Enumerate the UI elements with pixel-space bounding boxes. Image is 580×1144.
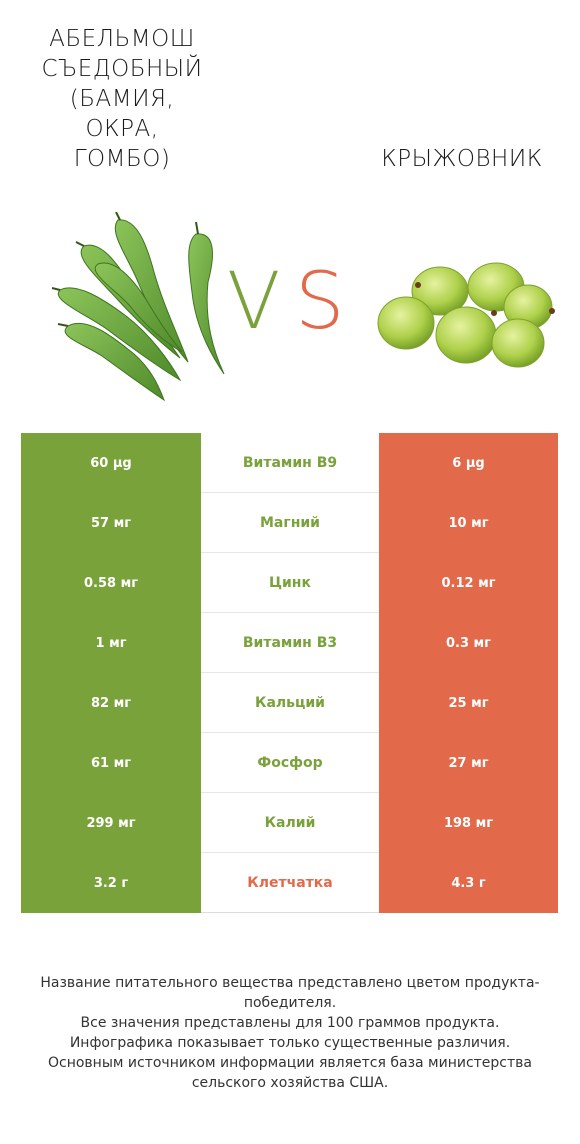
table-row: 0.58 мг Цинк 0.12 мг xyxy=(21,553,558,613)
nutrient-label: Кальций xyxy=(255,695,325,711)
left-value-cell: 0.58 мг xyxy=(21,553,201,613)
left-value-cell: 60 µg xyxy=(21,433,201,493)
nutrient-label: Клетчатка xyxy=(247,875,333,891)
right-product-title: КРЫЖОВНИК xyxy=(381,146,543,172)
comparison-table: 60 µg Витамин B9 6 µg 57 мг Магний 10 мг 0.58 … xyxy=(21,433,558,913)
nutrient-label: Витамин B9 xyxy=(242,455,338,471)
right-value-cell: 198 мг xyxy=(379,793,558,853)
table-row: 1 мг Витамин B3 0.3 мг xyxy=(21,613,558,673)
right-value-cell: 4.3 г xyxy=(379,853,558,913)
footnote: Название питательного вещества представл… xyxy=(40,975,540,1091)
nutrient-label: Калий xyxy=(264,815,316,831)
nutrient-label: Витамин B3 xyxy=(242,635,338,651)
table-row: 60 µg Витамин B9 6 µg xyxy=(21,433,558,493)
nutrient-label: Магний xyxy=(260,515,320,531)
table-row: 82 мг Кальций 25 мг xyxy=(21,673,558,733)
left-product-title: АБЕЛЬМОШ СЪЕДОБНЫЙ (БАМИЯ, ОКРА, ГОМБО) xyxy=(41,26,203,172)
right-value-cell: 25 мг xyxy=(379,673,558,733)
table-row: 61 мг Фосфор 27 мг xyxy=(21,733,558,793)
table-row: 57 мг Магний 10 мг xyxy=(21,493,558,553)
left-value-cell: 82 мг xyxy=(21,673,201,733)
vs-s: S xyxy=(295,257,345,347)
vs-label: V S xyxy=(225,262,355,342)
left-value-cell: 3.2 г xyxy=(21,853,201,913)
table-row: 3.2 г Клетчатка 4.3 г xyxy=(21,853,558,913)
left-value-cell: 299 мг xyxy=(21,793,201,853)
vs-v: V xyxy=(227,257,281,347)
okra-image xyxy=(51,212,225,402)
nutrient-label: Фосфор xyxy=(257,755,323,771)
table-row: 299 мг Калий 198 мг xyxy=(21,793,558,853)
right-value-cell: 27 мг xyxy=(379,733,558,793)
left-value-cell: 57 мг xyxy=(21,493,201,553)
right-value-cell: 0.3 мг xyxy=(379,613,558,673)
nutrient-label: Цинк xyxy=(269,575,311,591)
gooseberry-image xyxy=(377,262,555,368)
right-value-cell: 10 мг xyxy=(379,493,558,553)
left-value-cell: 1 мг xyxy=(21,613,201,673)
right-value-cell: 0.12 мг xyxy=(379,553,558,613)
right-value-cell: 6 µg xyxy=(379,433,558,493)
left-value-cell: 61 мг xyxy=(21,733,201,793)
